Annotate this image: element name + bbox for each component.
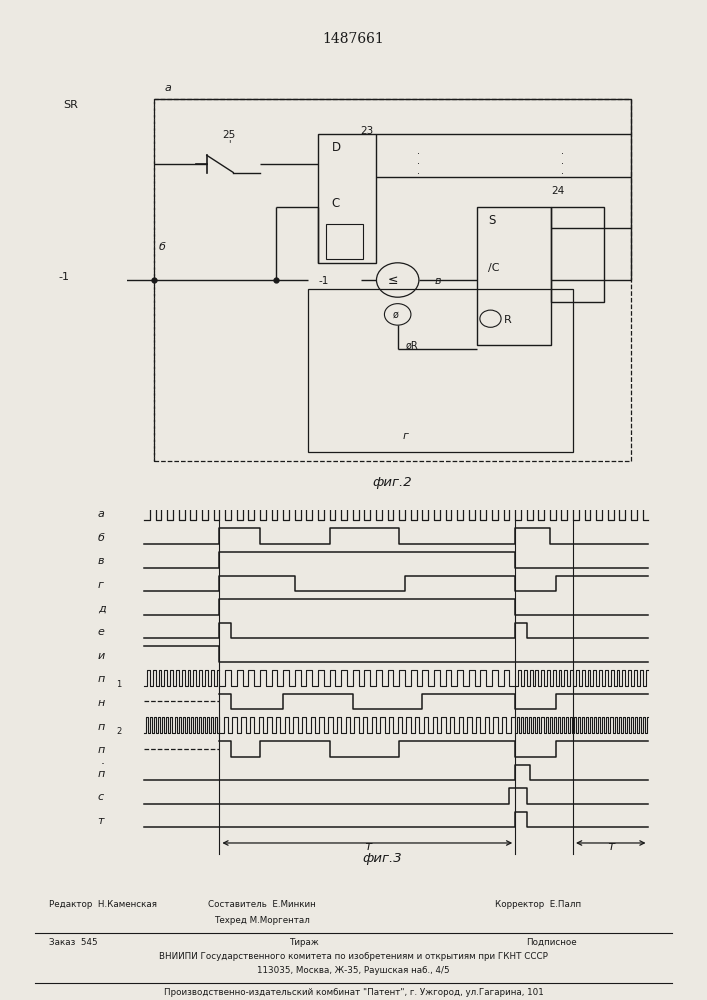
Text: т: т: [607, 840, 614, 853]
Text: г: г: [403, 431, 409, 441]
Text: -1: -1: [58, 272, 69, 282]
Text: 113035, Москва, Ж-35, Раушская наб., 4/5: 113035, Москва, Ж-35, Раушская наб., 4/5: [257, 966, 450, 975]
Text: 1487661: 1487661: [322, 32, 385, 46]
Text: ·
·
·: · · ·: [417, 149, 421, 179]
Text: п: п: [98, 722, 105, 732]
Bar: [551, 207, 604, 302]
Bar: [308, 289, 573, 452]
Text: R: R: [503, 315, 511, 325]
Bar: [477, 207, 551, 344]
Text: ВНИИПИ Государственного комитета по изобретениям и открытиям при ГКНТ СССР: ВНИИПИ Государственного комитета по изоб…: [159, 952, 548, 961]
Text: Корректор  Е.Палп: Корректор Е.Палп: [495, 900, 581, 909]
Text: 24: 24: [551, 186, 565, 196]
Text: с: с: [98, 792, 104, 802]
Text: т: т: [98, 816, 104, 826]
Text: и: и: [98, 651, 105, 661]
Text: Подписное: Подписное: [526, 938, 577, 947]
Bar: [326, 224, 363, 258]
Text: Редактор  Н.Каменская: Редактор Н.Каменская: [49, 900, 158, 909]
Text: D: D: [332, 141, 341, 154]
Text: ø: ø: [392, 310, 398, 320]
Text: Техред М.Моргентал: Техред М.Моргентал: [214, 916, 310, 925]
Text: г: г: [98, 580, 104, 590]
Text: Заказ  545: Заказ 545: [49, 938, 98, 947]
Text: а: а: [164, 83, 171, 93]
Text: øR: øR: [406, 341, 419, 351]
Text: б: б: [159, 242, 166, 252]
Text: 2: 2: [116, 727, 122, 736]
Text: п: п: [98, 769, 105, 779]
Text: C: C: [332, 197, 339, 210]
Text: ': ': [228, 139, 230, 149]
Text: 25: 25: [223, 130, 236, 140]
Text: S: S: [488, 214, 495, 227]
Text: -1: -1: [318, 276, 329, 286]
Text: т: т: [363, 840, 371, 853]
Text: SR: SR: [64, 100, 78, 110]
Text: д: д: [98, 604, 105, 614]
Bar: [153, 99, 631, 461]
Text: в: в: [98, 556, 104, 566]
Text: п: п: [98, 674, 105, 684]
Text: а: а: [98, 509, 105, 519]
Text: фиг.3: фиг.3: [362, 852, 402, 865]
Text: б: б: [98, 533, 105, 543]
Text: 1: 1: [116, 680, 122, 689]
Text: /C: /C: [488, 263, 499, 273]
Text: фиг.2: фиг.2: [373, 476, 412, 489]
Text: е: е: [98, 627, 105, 637]
Text: в: в: [435, 276, 441, 286]
Text: Тираж: Тираж: [289, 938, 319, 947]
Bar: [318, 134, 376, 263]
Text: ·: ·: [100, 758, 105, 771]
Text: н: н: [98, 698, 105, 708]
Text: п: п: [98, 745, 105, 755]
Text: Составитель  Е.Минкин: Составитель Е.Минкин: [208, 900, 315, 909]
Text: ·
·
·: · · ·: [561, 149, 563, 179]
Text: Производственно-издательский комбинат "Патент", г. Ужгород, ул.Гагарина, 101: Производственно-издательский комбинат "П…: [163, 988, 544, 997]
Text: 23: 23: [361, 126, 374, 136]
Text: ≤: ≤: [388, 274, 399, 287]
